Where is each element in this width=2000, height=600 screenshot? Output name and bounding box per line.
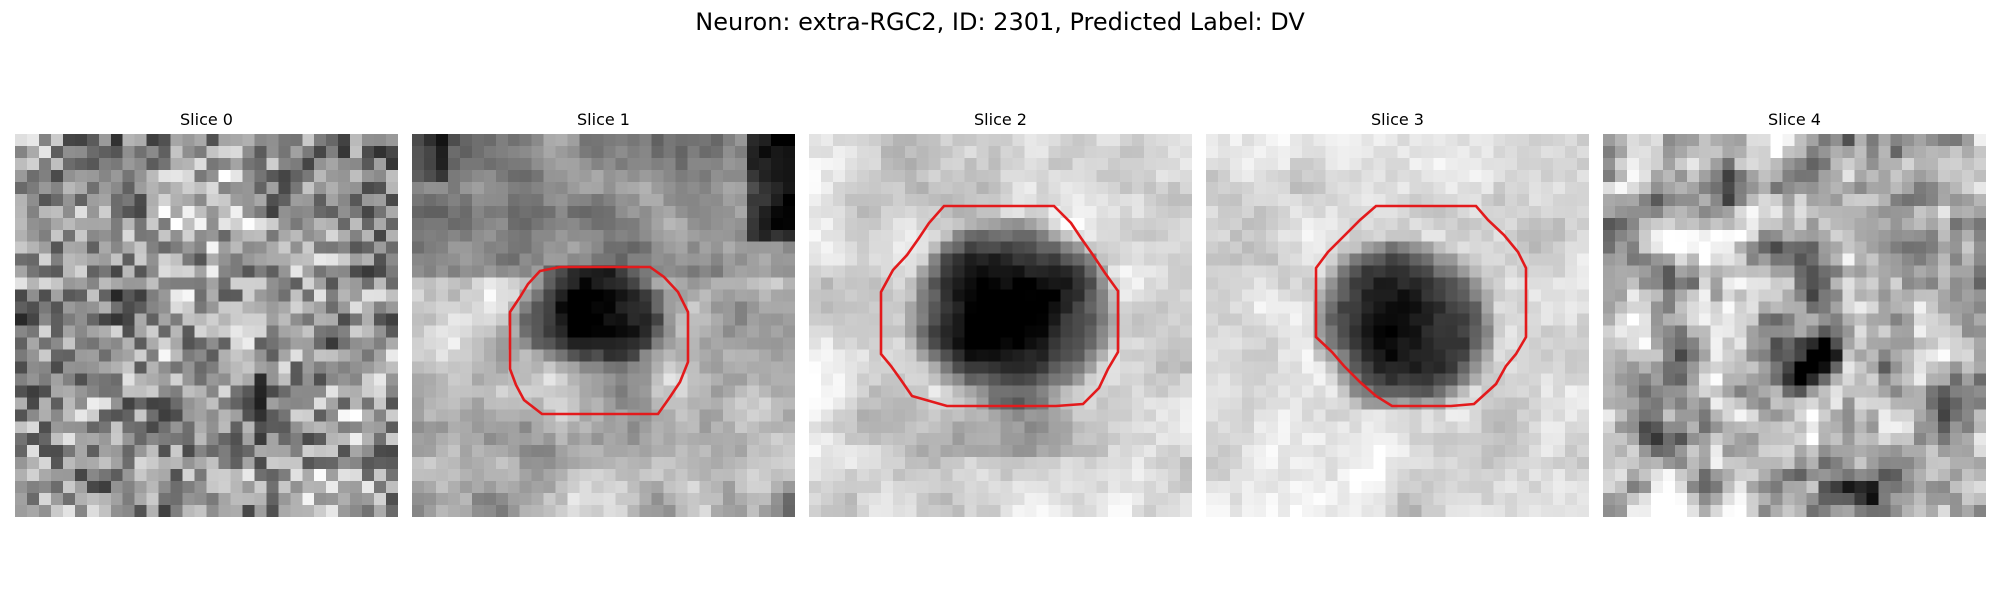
slice-image xyxy=(1206,134,1589,517)
slice-image xyxy=(15,134,398,517)
slice-title: Slice 4 xyxy=(1768,110,1821,129)
slice-image xyxy=(1603,134,1986,517)
slice-image xyxy=(809,134,1192,517)
slice-title: Slice 3 xyxy=(1371,110,1424,129)
slice-title: Slice 2 xyxy=(974,110,1027,129)
slice-panel-1: Slice 1 xyxy=(412,108,795,517)
slice-panel-0: Slice 0 xyxy=(15,108,398,517)
figure-title: Neuron: extra-RGC2, ID: 2301, Predicted … xyxy=(695,8,1305,36)
slice-panel-4: Slice 4 xyxy=(1603,108,1986,517)
slice-panel-2: Slice 2 xyxy=(809,108,1192,517)
slice-image xyxy=(412,134,795,517)
slice-title: Slice 0 xyxy=(180,110,233,129)
slice-panel-3: Slice 3 xyxy=(1206,108,1589,517)
slice-title: Slice 1 xyxy=(577,110,630,129)
